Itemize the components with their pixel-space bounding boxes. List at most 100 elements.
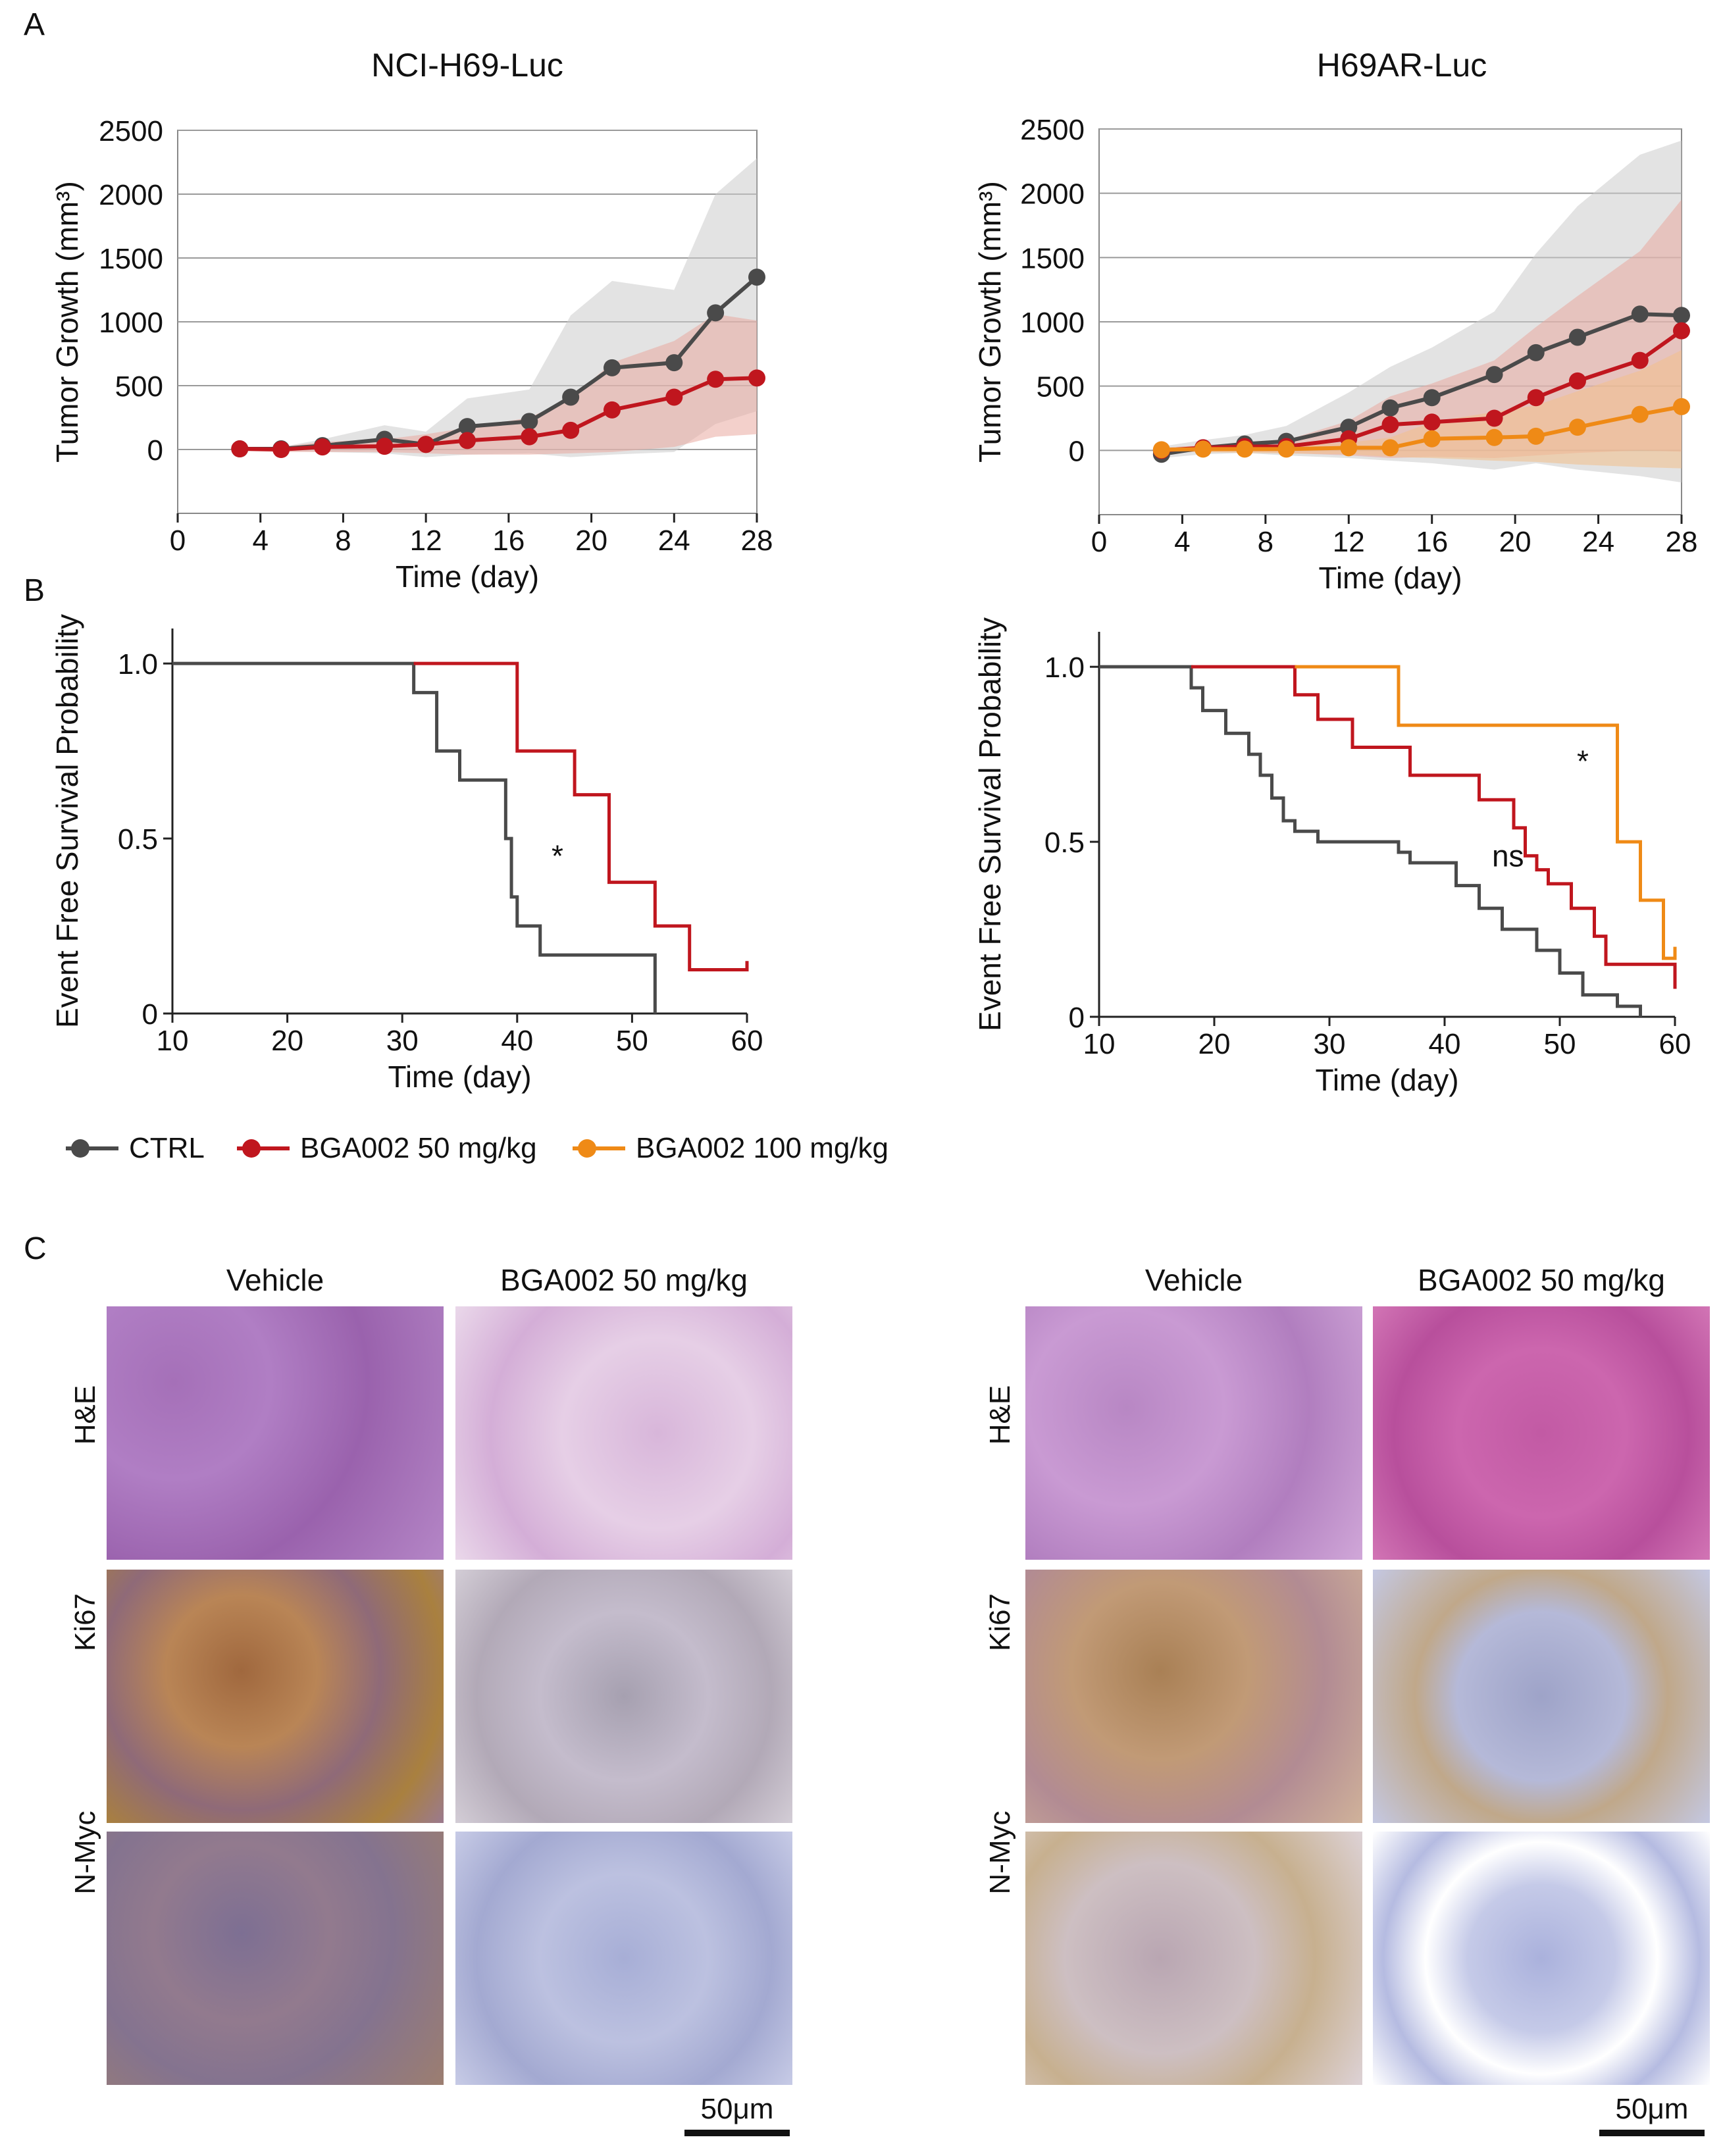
survival-left-step-bga50: [414, 663, 747, 969]
growth-right-point-ctrl: [1424, 389, 1441, 406]
growth-left-y-tick-label: 1500: [99, 243, 163, 275]
growth-right-point-bga50: [1382, 416, 1399, 433]
growth-right-point-bga100: [1195, 440, 1212, 457]
survival-right-x-tick-label: 30: [1314, 1028, 1346, 1060]
growth-left-point-bga50: [231, 440, 248, 457]
growth-right-point-ctrl: [1632, 305, 1649, 322]
survival-left-x-tick-label: 60: [731, 1025, 763, 1057]
survival-right-step-bga100: [1295, 667, 1676, 958]
survival-right-x-tick-label: 20: [1198, 1028, 1231, 1060]
scalebar-left: 50μm: [684, 2093, 790, 2136]
growth-right-point-bga100: [1528, 428, 1545, 445]
growth-left-x-tick-label: 8: [335, 525, 351, 557]
growth-left-point-ctrl: [707, 304, 724, 321]
growth-right-x-tick-label: 4: [1174, 526, 1190, 558]
growth-right-point-bga50: [1528, 389, 1545, 406]
growth-right-x-tick-label: 28: [1666, 526, 1698, 558]
growth-left-y-tick-label: 1000: [99, 307, 163, 339]
growth-right-y-tick-label: 500: [1037, 371, 1085, 403]
scalebar-right-label: 50μm: [1599, 2093, 1705, 2126]
histo-right-header-bga: BGA002 50 mg/kg: [1373, 1262, 1710, 1298]
survival-right-step-ctrl: [1099, 667, 1641, 1017]
survival-right-x-tick-label: 40: [1429, 1028, 1461, 1060]
growth-left-point-bga50: [376, 438, 393, 455]
histo-left-row-nmyc: N-Myc: [69, 1787, 102, 1918]
growth-left-y-tick-label: 0: [147, 434, 163, 467]
scalebar-right-bar: [1599, 2130, 1705, 2136]
growth-right-point-bga50: [1569, 372, 1586, 390]
histo-tile-left-bga-ki67: [455, 1570, 792, 1823]
growth-left-point-ctrl: [665, 354, 682, 371]
growth-left-point-ctrl: [748, 269, 765, 286]
legend-bga100-swatch: [573, 1135, 625, 1162]
growth-left-point-bga50: [272, 441, 290, 458]
growth-left-point-bga50: [521, 428, 538, 446]
growth-left-point-ctrl: [604, 359, 621, 376]
growth-right-x-tick-label: 8: [1258, 526, 1273, 558]
histo-tile-right-bga-nmyc: [1373, 1832, 1710, 2085]
growth-right-point-bga100: [1382, 439, 1399, 456]
growth-right-y-tick-label: 2500: [1020, 114, 1085, 146]
growth-right-point-bga100: [1632, 406, 1649, 423]
growth-right-x-tick-label: 24: [1582, 526, 1614, 558]
growth-left-x-tick-label: 0: [170, 525, 186, 557]
histo-tile-right-bga-he: [1373, 1306, 1710, 1560]
survival-right-step-bga50: [1191, 667, 1675, 988]
survival-left-x-tick-label: 40: [501, 1025, 533, 1057]
histo-tile-right-vehicle-ki67: [1025, 1570, 1362, 1823]
growth-right-point-bga100: [1673, 398, 1690, 415]
growth-right-x-tick-label: 0: [1091, 526, 1107, 558]
growth-left-x-tick-label: 28: [741, 525, 773, 557]
growth-right-point-bga100: [1486, 429, 1503, 446]
growth-right-y-tick-label: 2000: [1020, 178, 1085, 211]
scalebar-left-bar: [684, 2130, 790, 2136]
histo-left-header-bga: BGA002 50 mg/kg: [455, 1262, 792, 1298]
growth-left-point-bga50: [417, 436, 434, 453]
legend-bga50-swatch: [237, 1135, 290, 1162]
survival-left-x-tick-label: 50: [616, 1025, 648, 1057]
growth-right-point-bga50: [1632, 352, 1649, 369]
legend-ctrl-swatch: [66, 1135, 118, 1162]
legend-bga50: BGA002 50 mg/kg: [237, 1132, 537, 1165]
growth-right-y-tick-label: 0: [1069, 435, 1085, 467]
histo-left-row-ki67: Ki67: [69, 1556, 102, 1688]
survival-left-x-tick-label: 20: [271, 1025, 303, 1057]
growth-right-point-bga100: [1569, 419, 1586, 436]
growth-left-x-axis-label: Time (day): [396, 559, 539, 594]
survival-right-annotation: *: [1577, 744, 1589, 779]
histo-left-header-vehicle: Vehicle: [107, 1262, 444, 1298]
survival-right-x-tick-label: 60: [1659, 1028, 1691, 1060]
growth-left-y-tick-label: 500: [115, 371, 163, 403]
histo-tile-right-vehicle-nmyc: [1025, 1832, 1362, 2085]
growth-right-point-ctrl: [1673, 307, 1690, 324]
growth-left-point-ctrl: [562, 388, 579, 405]
growth-right-point-bga100: [1236, 440, 1253, 457]
survival-right-y-tick-label: 1.0: [1044, 652, 1085, 684]
growth-left-x-tick-label: 20: [575, 525, 607, 557]
growth-left-x-tick-label: 12: [410, 525, 442, 557]
growth-right-y-tick-label: 1000: [1020, 307, 1085, 339]
growth-left-point-bga50: [665, 388, 682, 405]
growth-left-point-bga50: [604, 401, 621, 419]
histo-tile-right-bga-ki67: [1373, 1570, 1710, 1823]
growth-left-point-bga50: [562, 422, 579, 439]
growth-left-x-tick-label: 4: [252, 525, 268, 557]
growth-right-point-bga100: [1153, 441, 1170, 458]
growth-right-y-tick-label: 1500: [1020, 242, 1085, 274]
scalebar-left-label: 50μm: [684, 2093, 790, 2126]
histo-tile-left-vehicle-nmyc: [107, 1832, 444, 2085]
growth-right-x-axis-label: Time (day): [1318, 561, 1462, 595]
legend-ctrl-label: CTRL: [129, 1132, 205, 1165]
histo-tile-left-bga-he: [455, 1306, 792, 1560]
panel-label-c: C: [24, 1231, 47, 1267]
growth-right-point-bga50: [1673, 322, 1690, 340]
survival-right-y-axis-label: Event Free Survival Probability: [973, 617, 1007, 1031]
growth-left-point-bga50: [748, 369, 765, 386]
survival-right-x-tick-label: 50: [1544, 1028, 1576, 1060]
histo-left-row-he: H&E: [69, 1349, 102, 1481]
growth-left-point-bga50: [459, 432, 476, 449]
histo-tile-left-bga-nmyc: [455, 1832, 792, 2085]
growth-right-point-bga50: [1424, 413, 1441, 430]
survival-right-y-tick-label: 0.5: [1044, 827, 1085, 859]
growth-right-point-ctrl: [1569, 328, 1586, 346]
